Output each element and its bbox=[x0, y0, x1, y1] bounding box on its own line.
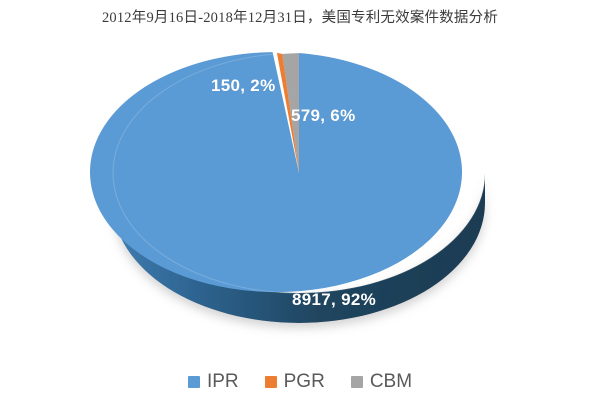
data-label-ipr: 8917, 92% bbox=[292, 290, 376, 309]
legend-item-cbm[interactable]: CBM bbox=[350, 371, 413, 392]
pie-3d-side-wall bbox=[113, 173, 485, 323]
legend-item-pgr[interactable]: PGR bbox=[264, 371, 325, 392]
legend-label-ipr: IPR bbox=[206, 371, 239, 392]
ipr-side-wall bbox=[113, 173, 485, 323]
chart-title: 2012年9月16日-2018年12月31日，美国专利无效案件数据分析 bbox=[101, 10, 499, 26]
pie-chart-svg bbox=[90, 52, 486, 323]
pie-chart-plot-area: 150, 2% 579, 6% 8917, 92% bbox=[0, 18, 600, 358]
data-label-pgr: 150, 2% bbox=[211, 76, 276, 95]
pie-top-face bbox=[90, 52, 486, 294]
legend-item-ipr[interactable]: IPR bbox=[187, 371, 239, 392]
pie-rim-highlight bbox=[112, 52, 486, 294]
data-label-cbm: 579, 6% bbox=[291, 106, 356, 125]
pie-slice-cbm[interactable] bbox=[282, 53, 299, 173]
chart-legend: IPR PGR CBM bbox=[0, 372, 600, 391]
legend-label-cbm: CBM bbox=[369, 371, 413, 392]
pie-slice-ipr[interactable] bbox=[90, 52, 463, 293]
legend-label-pgr: PGR bbox=[283, 371, 325, 392]
legend-swatch-pgr bbox=[264, 375, 277, 388]
pie-slice-pgr[interactable] bbox=[276, 52, 299, 173]
legend-swatch-ipr bbox=[187, 375, 200, 388]
legend-swatch-cbm bbox=[350, 375, 363, 388]
